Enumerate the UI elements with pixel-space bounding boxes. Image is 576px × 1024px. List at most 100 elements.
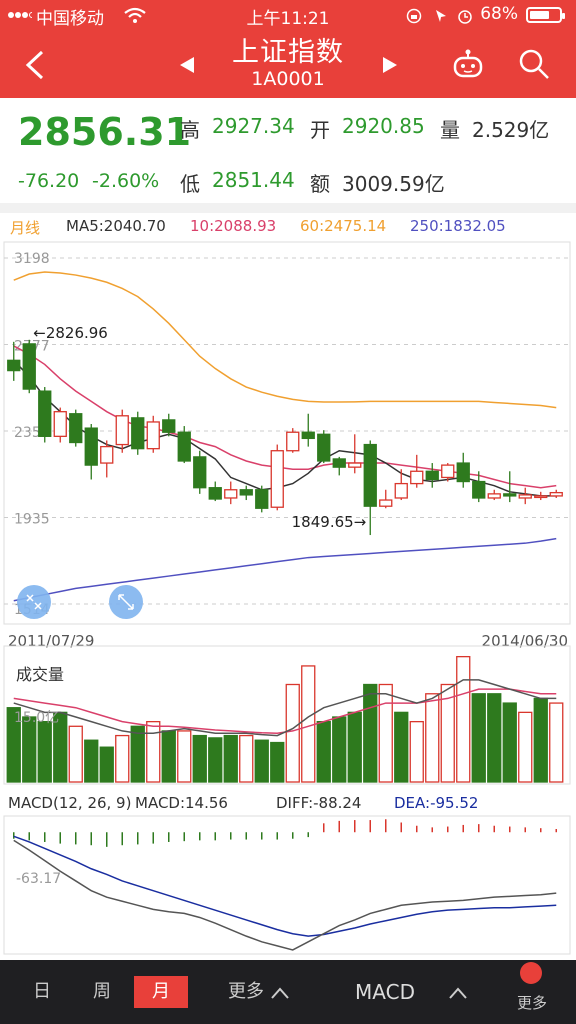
ma60-legend: 60:2475.14	[300, 217, 387, 235]
tab-week[interactable]: 周	[93, 981, 111, 1002]
candle-body	[270, 450, 284, 508]
candle-body	[224, 489, 238, 499]
macd-title: MACD(12, 26, 9)	[8, 794, 131, 812]
volume-value: 2.529亿	[472, 118, 550, 142]
candle-body	[332, 458, 346, 468]
volume-bar	[192, 734, 207, 783]
ma250-legend: 250:1832.05	[410, 217, 506, 235]
page-title: 上证指数	[232, 37, 344, 68]
amount-label: 额	[310, 172, 330, 196]
current-price: 2856.31	[18, 110, 192, 154]
volume-bar	[254, 739, 269, 783]
low-label: 低	[180, 172, 200, 196]
volume-bar	[502, 702, 517, 783]
more-label[interactable]: 更多	[516, 994, 547, 1012]
candle-body	[487, 493, 501, 499]
bottom-toolbar: 日 周 月 更多 MACD 更多	[0, 960, 576, 1024]
signal-icon	[8, 12, 32, 18]
volume-bar	[425, 693, 440, 783]
candle-body	[286, 431, 300, 452]
volume-tick: 15.0亿	[14, 710, 59, 726]
candle-body	[503, 493, 517, 497]
stock-code: 1A0001	[251, 68, 325, 90]
volume-bar	[208, 737, 223, 783]
volume-bar	[68, 725, 83, 783]
candle-body	[193, 456, 207, 489]
volume-bar	[347, 711, 362, 783]
volume-bar	[518, 711, 533, 783]
volume-bar	[115, 734, 130, 783]
price-change-percent: -2.60%	[92, 170, 160, 192]
volume-bar	[285, 683, 300, 783]
ma-legend: 月线 MA5:2040.70 10:2088.93 60:2475.14 250…	[0, 217, 576, 239]
double-arrow-glyph	[26, 594, 42, 610]
candle-body	[301, 431, 315, 440]
candle-body	[518, 494, 532, 499]
status-icons	[406, 8, 472, 24]
back-arrow-icon[interactable]	[24, 50, 46, 80]
candle-body	[379, 499, 393, 507]
candle-body	[131, 417, 145, 450]
diff-line	[13, 839, 557, 951]
start-date: 2011/07/29	[8, 632, 94, 650]
candle-body	[239, 489, 253, 496]
section-divider	[0, 203, 576, 213]
volume-bar	[394, 711, 409, 783]
volume-bar	[223, 734, 238, 783]
price-change: -76.20	[18, 170, 80, 192]
robot-assistant-icon[interactable]	[452, 48, 484, 80]
candle-body	[162, 419, 176, 433]
candle-body	[84, 427, 98, 466]
battery-label: 68%	[480, 4, 518, 24]
volume-bar	[378, 683, 393, 783]
status-time: 上午11:21	[246, 9, 330, 29]
prev-stock-icon[interactable]	[178, 56, 196, 74]
dea-line	[13, 835, 557, 937]
low-value: 2851.44	[212, 168, 295, 192]
ma250-line	[13, 537, 557, 602]
candle-body	[348, 462, 362, 468]
chevron-up-icon[interactable]	[270, 986, 290, 1000]
candle-body	[317, 433, 331, 462]
ma10-legend: 10:2088.93	[190, 217, 277, 235]
end-date: 2014/06/30	[482, 632, 568, 650]
high-value: 2927.34	[212, 114, 295, 138]
more-dot-icon[interactable]	[520, 962, 542, 984]
tab-month[interactable]: 月	[134, 976, 188, 1008]
volume-panel-frame	[3, 645, 571, 785]
max-annotation: ←2826.96	[33, 324, 108, 342]
tab-more[interactable]: 更多	[228, 981, 264, 1002]
volume-bar	[37, 720, 52, 783]
indicator-select[interactable]: MACD	[355, 980, 415, 1004]
volume-bar	[270, 741, 285, 783]
y-tick-label: 1935	[14, 512, 50, 528]
macd-panel-frame	[3, 815, 571, 955]
search-icon[interactable]	[518, 48, 550, 80]
expand-glyph	[118, 594, 134, 610]
volume-bar	[99, 746, 114, 783]
volume-bar	[363, 683, 378, 783]
amount-value: 3009.59亿	[342, 172, 445, 196]
volume-bar	[456, 655, 471, 783]
quote-panel: 2856.31 -76.20 -2.60% 高 2927.34 开 2920.8…	[0, 98, 576, 203]
collapse-arrows-icon[interactable]	[17, 585, 51, 619]
tab-day[interactable]: 日	[33, 981, 51, 1002]
dea-value: DEA:-95.52	[394, 794, 478, 812]
volume-bar	[130, 725, 145, 783]
volume-bar	[487, 693, 502, 783]
open-value: 2920.85	[342, 114, 425, 138]
candle-body	[38, 390, 52, 437]
volume-bar	[471, 693, 486, 783]
volume-bar	[239, 734, 254, 783]
volume-title: 成交量	[16, 665, 64, 684]
candle-body	[534, 495, 548, 499]
indicator-chevron-up-icon[interactable]	[448, 986, 468, 1000]
volume-bar	[22, 716, 37, 783]
volume-bar	[332, 716, 347, 783]
header-bar: 中国移动 上午11:21 68% 上证指数 1A0001	[0, 0, 576, 98]
next-stock-icon[interactable]	[381, 56, 399, 74]
volume-label: 量	[440, 118, 460, 142]
volume-bar	[161, 730, 176, 783]
candle-body	[363, 443, 377, 507]
